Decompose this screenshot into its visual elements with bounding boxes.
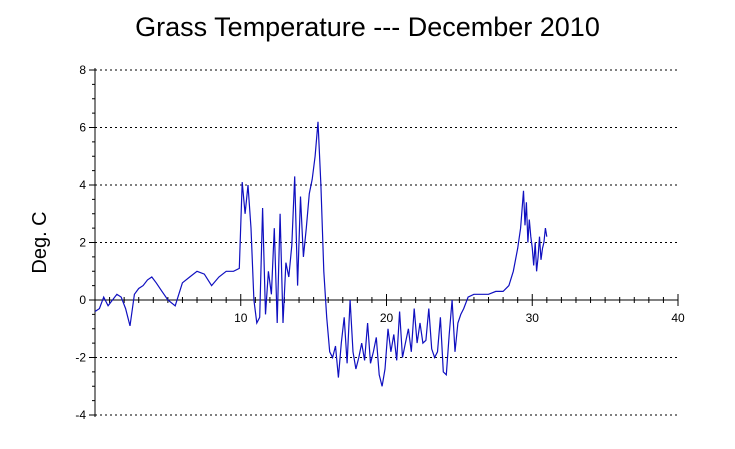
y-tick-label: -2 bbox=[75, 351, 86, 365]
y-tick-label: -4 bbox=[75, 408, 86, 422]
series-line bbox=[94, 121, 548, 387]
y-tick-label: 0 bbox=[79, 293, 86, 307]
x-tick-label: 10 bbox=[234, 311, 248, 325]
y-tick-label: 8 bbox=[79, 63, 86, 77]
y-tick-label: 4 bbox=[79, 178, 86, 192]
x-tick-label: 20 bbox=[380, 311, 394, 325]
chart-title: Grass Temperature --- December 2010 bbox=[135, 12, 600, 42]
y-axis-label: Deg. C bbox=[29, 211, 51, 273]
x-tick-label: 30 bbox=[526, 311, 540, 325]
y-tick-label: 6 bbox=[79, 121, 86, 135]
x-tick-label: 40 bbox=[671, 311, 685, 325]
tick-marks bbox=[89, 69, 679, 416]
tick-labels: -4 -2 0 2 4 6 8 10 20 30 40 bbox=[75, 63, 685, 422]
grid-lines bbox=[95, 69, 678, 416]
y-tick-label: 2 bbox=[79, 236, 86, 250]
